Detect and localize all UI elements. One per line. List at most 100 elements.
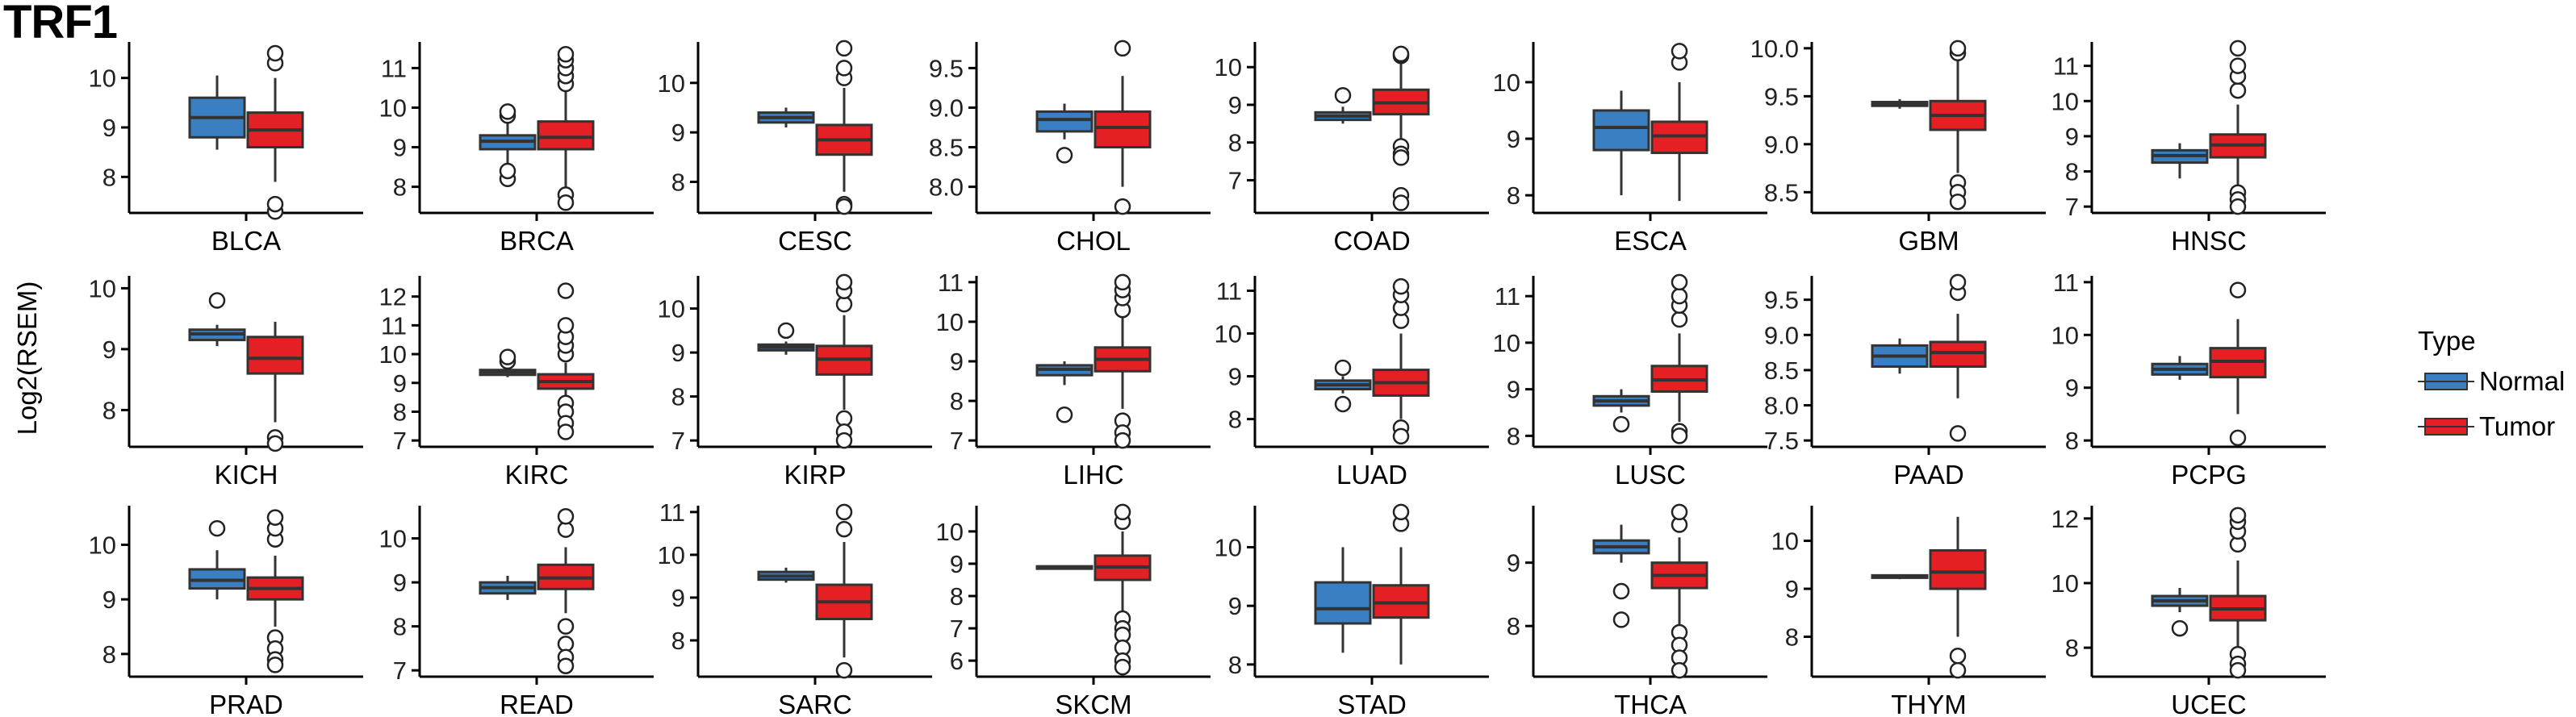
- y-tick-label-chol: 8.5: [929, 134, 964, 162]
- box-normal-read: [479, 575, 537, 600]
- panel-label-pcpg: PCPG: [2171, 460, 2247, 490]
- box-tumor-read: [537, 508, 595, 674]
- box-tumor-brca: [537, 45, 595, 211]
- outlier-point: [835, 661, 853, 679]
- panel-coad: 7 8 9 10 COAD: [1215, 42, 1489, 256]
- box-normal-stad: [1314, 547, 1372, 653]
- panel-label-ucec: UCEC: [2171, 690, 2247, 717]
- y-tick-label-skcm: 7: [950, 615, 964, 643]
- outlier-point: [1056, 147, 1073, 164]
- y-tick-label-chol: 8.0: [929, 173, 964, 202]
- y-tick-label-lihc: 7: [950, 427, 964, 455]
- panel-label-lusc: LUSC: [1615, 460, 1686, 490]
- box-normal-lusc: [1592, 389, 1650, 433]
- box-normal-lihc: [1035, 361, 1094, 423]
- outlier-point: [1392, 45, 1410, 63]
- panel-skcm: 6 7 8 9 10 SKCM: [936, 503, 1211, 717]
- box-body: [537, 120, 595, 151]
- y-tick-label-brca: 11: [381, 54, 407, 82]
- y-tick-label-cesc: 10: [658, 69, 685, 98]
- panel-paad: 7.5 8.0 8.5 9.0 9.5 PAAD: [1764, 273, 2046, 490]
- y-tick-label-lihc: 10: [936, 308, 964, 336]
- outlier-point: [1392, 277, 1410, 295]
- y-tick-label-read: 9: [393, 569, 407, 597]
- legend-key-tumor: [2418, 413, 2474, 440]
- y-tick-label-thca: 8: [1507, 612, 1520, 640]
- y-tick-label-read: 8: [393, 613, 407, 641]
- y-tick-label-brca: 8: [393, 173, 407, 202]
- panel-prad: 8 9 10 PRAD: [89, 506, 363, 717]
- y-tick-label-kirp: 9: [671, 339, 685, 367]
- panel-label-prad: PRAD: [209, 690, 283, 717]
- outlier-point: [2229, 281, 2247, 298]
- panel-label-skcm: SKCM: [1055, 690, 1131, 717]
- outlier-point: [1671, 427, 1688, 444]
- outlier-point: [557, 45, 575, 63]
- box-body: [1094, 110, 1152, 149]
- outlier-point: [1612, 611, 1630, 628]
- y-tick-label-thym: 9: [1785, 575, 1799, 603]
- y-tick-label-paad: 9.5: [1764, 286, 1799, 315]
- box-body: [1035, 110, 1094, 133]
- panel-label-coad: COAD: [1333, 226, 1410, 256]
- y-tick-label-lusc: 9: [1507, 376, 1520, 404]
- y-tick-label-chol: 9.0: [929, 94, 964, 122]
- outlier-point: [1612, 415, 1630, 433]
- panel-label-hnsc: HNSC: [2171, 226, 2247, 256]
- y-tick-label-blca: 9: [102, 114, 116, 142]
- box-normal-skcm: [1035, 565, 1094, 570]
- outlier-point: [499, 348, 516, 365]
- y-tick-label-gbm: 8.5: [1764, 178, 1799, 206]
- legend-key-normal: [2418, 368, 2474, 395]
- box-normal-thym: [1871, 573, 1929, 580]
- y-tick-label-luad: 8: [1228, 406, 1242, 434]
- y-tick-label-esca: 10: [1493, 69, 1520, 97]
- box-normal-kirp: [757, 322, 815, 355]
- box-tumor-kirp: [815, 273, 873, 449]
- y-tick-label-pcpg: 8: [2065, 427, 2079, 455]
- outlier-point: [1334, 395, 1352, 413]
- legend-label-normal: Normal: [2479, 366, 2566, 396]
- panel-chol: 8.0 8.5 9.0 9.5 CHOL: [929, 40, 1211, 256]
- box-tumor-coad: [1372, 45, 1430, 211]
- chart-title: TRF1: [3, 0, 118, 48]
- box-normal-kich: [188, 292, 246, 347]
- box-normal-prad: [188, 519, 246, 600]
- panel-blca: 8 9 10 BLCA: [89, 42, 363, 256]
- outlier-point: [1056, 406, 1073, 423]
- panel-cesc: 8 9 10 CESC: [658, 40, 932, 256]
- panel-label-kirp: KIRP: [784, 460, 846, 490]
- panel-gbm: 8.5 9.0 9.5 10.0 GBM: [1750, 35, 2046, 256]
- y-tick-label-luad: 11: [1216, 277, 1242, 305]
- outlier-point: [1949, 40, 1967, 57]
- outlier-point: [1114, 198, 1131, 215]
- box-tumor-lusc: [1650, 273, 1708, 444]
- y-tick-label-coad: 7: [1228, 166, 1242, 194]
- outlier-point: [1334, 359, 1352, 377]
- y-tick-label-esca: 8: [1507, 181, 1520, 210]
- outlier-point: [835, 40, 853, 57]
- outlier-point: [1114, 503, 1131, 521]
- y-tick-label-blca: 8: [102, 163, 116, 191]
- box-normal-blca: [188, 75, 246, 150]
- outlier-point: [1671, 273, 1688, 291]
- outlier-point: [2229, 506, 2247, 524]
- box-body: [246, 336, 304, 375]
- y-tick-label-stad: 9: [1228, 592, 1242, 620]
- y-tick-label-kirp: 7: [671, 427, 685, 455]
- box-tumor-esca: [1650, 43, 1708, 202]
- outlier-point: [557, 194, 575, 211]
- box-normal-brca: [479, 103, 537, 188]
- y-tick-label-thym: 8: [1785, 623, 1799, 652]
- y-tick-label-kirc: 7: [393, 427, 407, 455]
- y-tick-label-coad: 8: [1228, 129, 1242, 157]
- y-tick-label-lihc: 11: [938, 269, 964, 297]
- y-tick-label-ucec: 12: [2051, 505, 2079, 533]
- box-normal-sarc: [757, 567, 815, 583]
- panel-label-thca: THCA: [1614, 690, 1687, 717]
- outlier-point: [1949, 193, 1967, 211]
- y-tick-label-skcm: 10: [936, 518, 964, 546]
- box-tumor-thca: [1650, 503, 1708, 679]
- box-tumor-luad: [1372, 277, 1430, 445]
- panel-luad: 8 9 10 11 LUAD: [1215, 276, 1489, 490]
